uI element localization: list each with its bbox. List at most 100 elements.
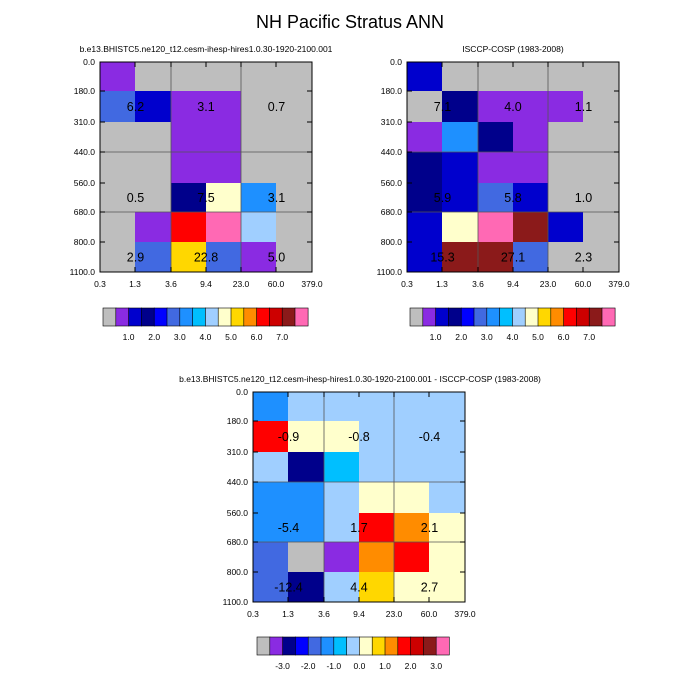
y-tick-label: 180.0 bbox=[74, 86, 96, 96]
heatmap-cell bbox=[548, 183, 584, 213]
x-tick-label: 9.4 bbox=[200, 279, 212, 289]
heatmap-cell bbox=[171, 242, 207, 273]
colorbar-swatch bbox=[230, 307, 245, 327]
colorbar-swatch bbox=[115, 307, 130, 327]
colorbar-swatch bbox=[512, 307, 526, 327]
heatmap-cell bbox=[171, 62, 207, 92]
y-tick-label: 1100.0 bbox=[377, 267, 403, 277]
x-tick-label: 3.6 bbox=[318, 609, 330, 619]
box-value-label: 3.1 bbox=[268, 191, 285, 205]
heatmap-cell bbox=[442, 242, 479, 273]
x-tick-label: 379.0 bbox=[301, 279, 323, 289]
heatmap-cell bbox=[288, 452, 325, 483]
heatmap-cell bbox=[513, 212, 549, 243]
box-value-label: 7.1 bbox=[434, 100, 451, 114]
y-tick-label: 440.0 bbox=[381, 147, 403, 157]
box-value-label: -12.4 bbox=[274, 581, 303, 595]
colorbar-label: 1.0 bbox=[430, 332, 442, 342]
heatmap-cell bbox=[407, 152, 443, 184]
colorbar: 1.0 2.0 3.0 4.0 5.0 6.0 7.0 bbox=[102, 307, 309, 342]
box-value-label: 5.0 bbox=[268, 251, 285, 265]
colorbar-label: -2.0 bbox=[301, 661, 316, 671]
heatmap-cell bbox=[276, 183, 313, 213]
heatmap-cell bbox=[241, 242, 277, 273]
heatmap-cell bbox=[206, 62, 242, 92]
box-value-label: 0.5 bbox=[127, 191, 144, 205]
heatmap-cell bbox=[288, 421, 325, 453]
box-value-label: 5.8 bbox=[504, 191, 521, 205]
box-value-label: -0.4 bbox=[419, 430, 441, 444]
heatmap-cell bbox=[276, 152, 313, 184]
x-tick-label: 23.0 bbox=[233, 279, 250, 289]
colorbar-swatch bbox=[499, 307, 514, 327]
box-value-label: 15.3 bbox=[430, 251, 454, 265]
heatmap-cell bbox=[394, 392, 430, 422]
heatmap-cell bbox=[429, 452, 466, 483]
colorbar-swatch bbox=[217, 307, 232, 327]
y-tick-label: 800.0 bbox=[381, 237, 403, 247]
heatmap-cell bbox=[548, 122, 584, 153]
heatmap-cell bbox=[429, 421, 466, 453]
colorbar-swatch bbox=[563, 307, 577, 327]
colorbar-label: 2.0 bbox=[148, 332, 160, 342]
heatmap-cell bbox=[583, 91, 620, 123]
heatmap-cell bbox=[513, 152, 549, 184]
heatmap-cell bbox=[359, 452, 395, 483]
colorbar-label: -1.0 bbox=[326, 661, 341, 671]
colorbar-swatch bbox=[282, 636, 297, 656]
x-tick-label: 0.3 bbox=[247, 609, 259, 619]
colorbar-swatch bbox=[346, 636, 361, 656]
heatmap-cell bbox=[394, 421, 430, 453]
panel-model-title: b.e13.BHISTC5.ne120_t12.cesm-ihesp-hires… bbox=[80, 44, 333, 54]
heatmap-cell bbox=[100, 242, 136, 273]
heatmap-cell bbox=[241, 122, 277, 153]
box-value-label: -0.8 bbox=[348, 430, 370, 444]
y-tick-label: 440.0 bbox=[227, 477, 249, 487]
y-tick-label: 1100.0 bbox=[70, 267, 96, 277]
heatmap-cell bbox=[478, 91, 514, 123]
heatmap-cell bbox=[288, 572, 325, 603]
heatmap-cell bbox=[429, 513, 466, 543]
colorbar-swatch bbox=[128, 307, 143, 327]
y-tick-label: 310.0 bbox=[74, 117, 96, 127]
colorbar-swatch bbox=[460, 307, 475, 327]
colorbar-swatch bbox=[448, 307, 462, 327]
box-value-label: -0.9 bbox=[278, 430, 300, 444]
heatmap-cell bbox=[324, 513, 360, 543]
x-tick-label: 1.3 bbox=[129, 279, 141, 289]
heatmap-cell bbox=[407, 122, 443, 153]
colorbar-swatch bbox=[397, 636, 412, 656]
box-value-label: 27.1 bbox=[501, 251, 525, 265]
panel-diff: b.e13.BHISTC5.ne120_t12.cesm-ihesp-hires… bbox=[179, 374, 541, 671]
heatmap-cell bbox=[442, 122, 479, 153]
heatmap-cell bbox=[359, 572, 395, 603]
colorbar-swatch bbox=[179, 307, 194, 327]
heatmap-cell bbox=[276, 62, 313, 92]
box-value-label: 1.7 bbox=[350, 521, 367, 535]
heatmap-cell bbox=[548, 212, 584, 243]
heatmap-cell bbox=[206, 152, 242, 184]
panel-obs-title: ISCCP-COSP (1983-2008) bbox=[462, 44, 564, 54]
heatmap-cell bbox=[583, 62, 620, 92]
heatmap-cell bbox=[135, 91, 172, 123]
heatmap-cell bbox=[478, 183, 514, 213]
heatmap-cell bbox=[206, 122, 242, 153]
heatmap-cell bbox=[100, 122, 136, 153]
x-tick-label: 23.0 bbox=[386, 609, 403, 619]
y-tick-label: 680.0 bbox=[74, 207, 96, 217]
colorbar-swatch bbox=[601, 307, 616, 327]
y-tick-label: 680.0 bbox=[381, 207, 403, 217]
y-tick-label: 680.0 bbox=[227, 537, 249, 547]
heatmap-cell bbox=[442, 183, 479, 213]
colorbar-swatch bbox=[435, 636, 450, 656]
heatmap-cell bbox=[442, 62, 479, 92]
box-value-label: 5.9 bbox=[434, 191, 451, 205]
heatmap-cell bbox=[276, 242, 313, 273]
y-tick-label: 0.0 bbox=[83, 57, 95, 67]
panel-obs: ISCCP-COSP (1983-2008) 0.3 1.3 3.6 9.4 23.0 6… bbox=[377, 44, 630, 342]
heatmap-cell bbox=[583, 212, 620, 243]
heatmap-cell bbox=[359, 392, 395, 422]
heatmap-cell bbox=[442, 91, 479, 123]
colorbar-swatch bbox=[205, 307, 219, 327]
